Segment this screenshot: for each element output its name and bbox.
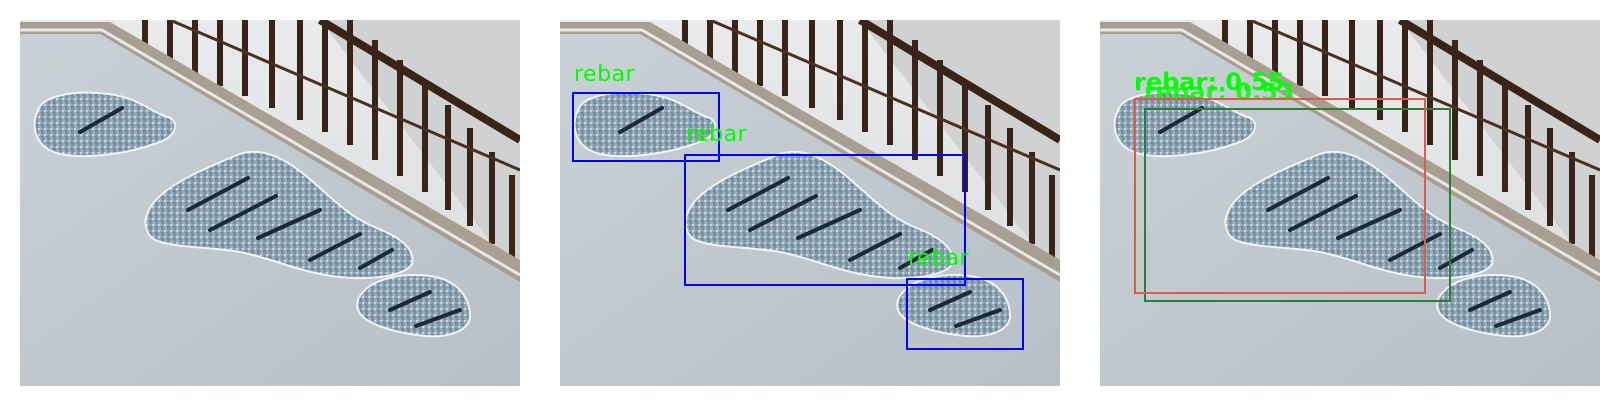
pred-label-red: rebar: 0.55	[1134, 68, 1285, 96]
pred-label-green: rebar: 0.53	[1144, 78, 1295, 106]
gt-box-3	[906, 278, 1024, 350]
gt-label-1: rebar	[574, 62, 636, 87]
gt-label-2: rebar	[686, 122, 748, 147]
gt-box-1	[572, 92, 720, 162]
wall-spalling-photo	[20, 20, 520, 386]
gt-label-3: rebar	[908, 246, 970, 271]
original-image-panel	[20, 20, 520, 386]
gt-box-2	[684, 154, 966, 286]
prediction-panel: rebar: 0.53 rebar: 0.55	[1100, 20, 1600, 386]
ground-truth-panel: rebar rebar rebar	[560, 20, 1060, 386]
pred-box-green	[1144, 108, 1451, 302]
pred-box-red	[1134, 98, 1426, 294]
